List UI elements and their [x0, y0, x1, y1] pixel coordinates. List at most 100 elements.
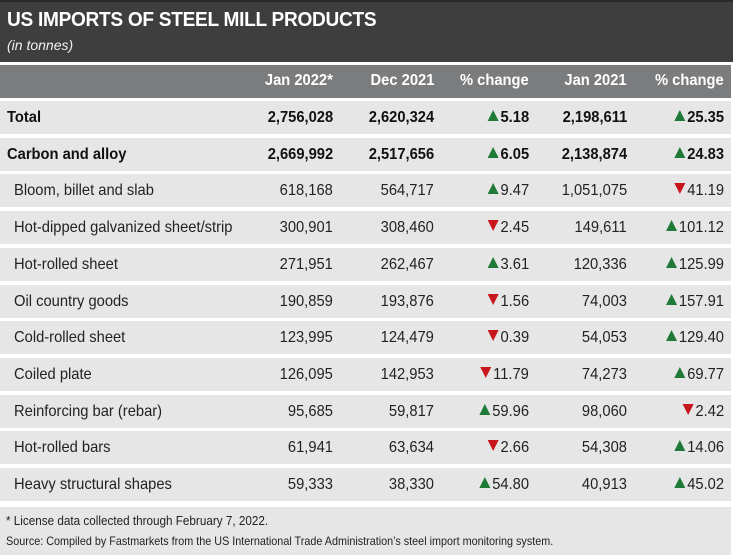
cell-jan-2022: 300,901	[279, 219, 333, 236]
row-label: Cold-rolled sheet	[14, 329, 126, 346]
table-title: US IMPORTS OF STEEL MILL PRODUCTS	[7, 8, 377, 31]
source-note: Source: Compiled by Fastmarkets from the…	[6, 534, 554, 548]
row-label: Reinforcing bar (rebar)	[14, 403, 163, 420]
cell-jan-2021: 74,273	[581, 366, 627, 383]
cell-jan-2022: 61,941	[287, 439, 333, 456]
pct-change-value: 25.35	[687, 109, 724, 126]
table-subtitle: (in tonnes)	[7, 37, 74, 53]
table-row: Carbon and alloy 2,669,992 2,517,656 6.05 2,…	[0, 138, 731, 171]
table-row: Coiled plate 126,095 142,953 11.79 74,273 69.…	[0, 358, 731, 391]
cell-jan-2022: 126,095	[279, 366, 333, 383]
cell-pct-change-yoy: 69.77	[674, 366, 724, 384]
pct-change-value: 0.39	[500, 329, 529, 346]
triangle-down-icon	[682, 404, 694, 415]
triangle-up-icon	[479, 404, 491, 415]
cell-jan-2022: 190,859	[279, 293, 333, 310]
pct-change-value: 5.18	[500, 109, 529, 126]
pct-change-value: 1.56	[500, 293, 529, 310]
triangle-up-icon	[666, 330, 678, 341]
pct-change-value: 59.96	[492, 403, 529, 420]
triangle-up-icon	[487, 147, 499, 158]
row-label: Hot-rolled sheet	[14, 256, 118, 273]
cell-dec-2021: 142,953	[380, 366, 434, 383]
cell-jan-2021: 74,003	[581, 293, 627, 310]
cell-pct-change-mom: 2.66	[487, 439, 529, 457]
cell-pct-change-yoy: 24.83	[674, 146, 724, 164]
triangle-down-icon	[674, 183, 686, 194]
cell-pct-change-yoy: 14.06	[674, 439, 724, 457]
cell-jan-2021: 98,060	[581, 403, 627, 420]
row-label: Heavy structural shapes	[14, 476, 172, 493]
pct-change-value: 2.45	[500, 219, 529, 236]
cell-dec-2021: 262,467	[380, 256, 434, 273]
cell-jan-2021: 2,198,611	[562, 109, 627, 126]
row-label: Oil country goods	[14, 293, 129, 310]
triangle-up-icon	[666, 220, 678, 231]
cell-pct-change-yoy: 157.91	[666, 293, 724, 311]
pct-change-value: 125.99	[678, 256, 724, 273]
table-row: Cold-rolled sheet 123,995 124,479 0.39 54,05…	[0, 321, 731, 354]
triangle-up-icon	[674, 440, 686, 451]
row-label: Hot-rolled bars	[14, 439, 111, 456]
cell-dec-2021: 2,620,324	[368, 109, 434, 126]
cell-jan-2021: 2,138,874	[561, 146, 627, 163]
cell-pct-change-yoy: 41.19	[674, 182, 724, 200]
cell-jan-2022: 2,669,992	[267, 146, 333, 163]
cell-pct-change-yoy: 129.40	[666, 329, 724, 347]
cell-jan-2021: 40,913	[581, 476, 627, 493]
cell-jan-2022: 95,685	[287, 403, 333, 420]
cell-pct-change-mom: 9.47	[487, 182, 529, 200]
cell-jan-2022: 271,951	[279, 256, 333, 273]
table-row: Heavy structural shapes 59,333 38,330 54.80…	[0, 468, 731, 501]
cell-dec-2021: 564,717	[380, 182, 434, 199]
table-row: Reinforcing bar (rebar) 95,685 59,817 59.96…	[0, 395, 731, 428]
row-label: Hot-dipped galvanized sheet/strip	[14, 219, 233, 236]
cell-jan-2022: 2,756,028	[267, 109, 333, 126]
pct-change-value: 24.83	[687, 146, 724, 163]
pct-change-value: 129.40	[678, 329, 724, 346]
pct-change-value: 69.77	[687, 366, 724, 383]
cell-dec-2021: 124,479	[380, 329, 434, 346]
cell-pct-change-mom: 0.39	[487, 329, 529, 347]
row-label: Carbon and alloy	[7, 146, 127, 163]
cell-pct-change-yoy: 45.02	[674, 476, 724, 494]
column-header-pct-change-mom: % change	[460, 72, 529, 89]
triangle-down-icon	[487, 220, 499, 231]
column-header-pct-change-yoy: % change	[655, 72, 724, 89]
table-row: Hot-dipped galvanized sheet/strip 300,901…	[0, 211, 731, 244]
triangle-up-icon	[674, 367, 686, 378]
triangle-up-icon	[479, 477, 491, 488]
table-row: Total 2,756,028 2,620,324 5.18 2,198,611 25.3…	[0, 101, 731, 134]
table-footer: * License data collected through Februar…	[0, 507, 731, 555]
pct-change-value: 2.66	[500, 439, 529, 456]
cell-pct-change-mom: 3.61	[487, 256, 529, 274]
cell-dec-2021: 193,876	[380, 293, 434, 310]
cell-pct-change-mom: 11.79	[480, 366, 529, 384]
cell-jan-2021: 54,053	[581, 329, 627, 346]
triangle-up-icon	[674, 477, 686, 488]
pct-change-value: 11.79	[493, 366, 529, 383]
cell-pct-change-yoy: 125.99	[666, 256, 724, 274]
triangle-up-icon	[487, 110, 499, 121]
triangle-down-icon	[487, 440, 499, 451]
table-row: Hot-rolled sheet 271,951 262,467 3.61 120,33…	[0, 248, 731, 281]
row-label: Total	[7, 109, 42, 126]
table-row: Bloom, billet and slab 618,168 564,717 9.47…	[0, 174, 731, 207]
footnote: * License data collected through Februar…	[6, 513, 269, 528]
cell-jan-2021: 54,308	[581, 439, 627, 456]
triangle-up-icon	[487, 257, 499, 268]
pct-change-value: 41.19	[687, 182, 724, 199]
triangle-down-icon	[480, 367, 492, 378]
pct-change-value: 3.61	[500, 256, 529, 273]
cell-dec-2021: 59,817	[388, 403, 434, 420]
triangle-down-icon	[487, 330, 499, 341]
pct-change-value: 101.12	[678, 219, 724, 236]
pct-change-value: 2.42	[695, 403, 724, 420]
cell-jan-2021: 149,611	[574, 219, 627, 236]
cell-pct-change-mom: 5.18	[487, 109, 529, 127]
cell-pct-change-yoy: 2.42	[682, 403, 724, 421]
cell-pct-change-mom: 1.56	[487, 293, 529, 311]
cell-dec-2021: 308,460	[380, 219, 434, 236]
cell-dec-2021: 63,634	[388, 439, 434, 456]
cell-pct-change-mom: 2.45	[487, 219, 529, 237]
